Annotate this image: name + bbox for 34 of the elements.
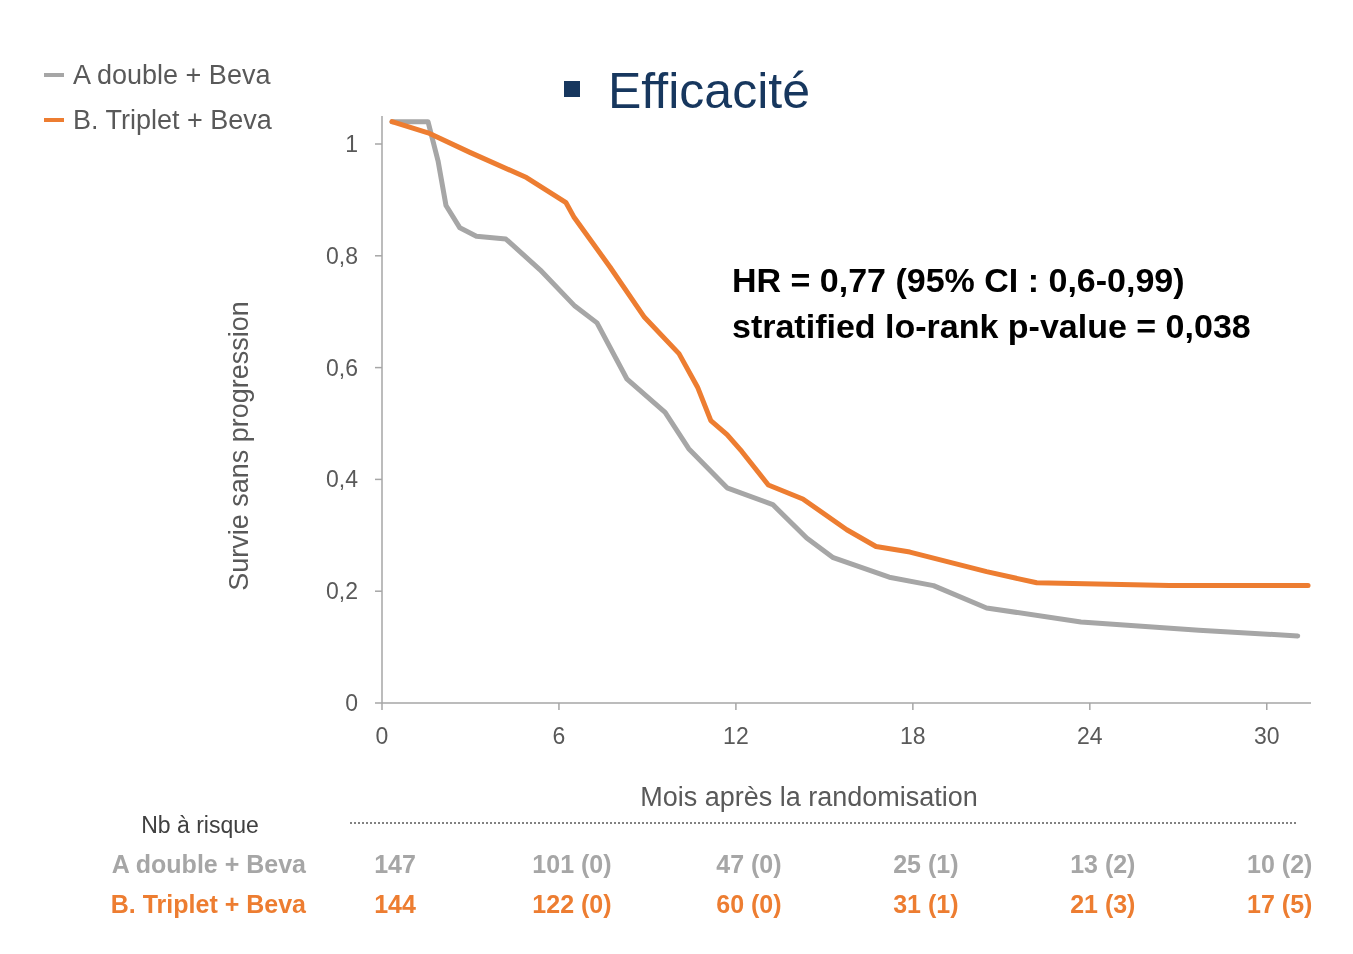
chart-title: Efficacité bbox=[608, 63, 810, 119]
x-tick-label: 24 bbox=[1077, 723, 1103, 749]
y-tick-label: 0,6 bbox=[326, 354, 358, 381]
y-tick-label: 0,8 bbox=[326, 242, 358, 269]
text: 101 (0) bbox=[532, 850, 612, 878]
legend-label: B. Triplet + Beva bbox=[73, 105, 273, 135]
y-tick-label: 0 bbox=[345, 690, 358, 716]
y-axis-title: Survie sans progression bbox=[224, 301, 254, 591]
text: 31 (1) bbox=[893, 890, 959, 918]
text: B. Triplet + Beva bbox=[110, 890, 308, 918]
text: 25 (1) bbox=[893, 850, 959, 878]
text: 122 (0) bbox=[532, 890, 612, 918]
text: 21 (3) bbox=[1070, 890, 1136, 918]
y-tick-label: 0,2 bbox=[326, 578, 358, 605]
text: 10 (2) bbox=[1247, 850, 1313, 878]
text: 147 bbox=[374, 850, 416, 878]
y-tick-label: 0,4 bbox=[326, 466, 359, 493]
x-tick-label: 30 bbox=[1253, 723, 1280, 749]
y-tick-label: 1 bbox=[345, 131, 358, 157]
annotation: stratified lo-rank p-value = 0,038 bbox=[732, 307, 1251, 345]
x-tick-label: 0 bbox=[375, 723, 389, 749]
text: A double + Beva bbox=[111, 850, 308, 878]
legend-label: A double + Beva bbox=[73, 60, 272, 90]
text: 144 bbox=[374, 890, 416, 918]
x-tick-label: 6 bbox=[552, 723, 566, 749]
x-axis-title: Mois après la randomisation bbox=[640, 782, 978, 812]
text: 13 (2) bbox=[1070, 850, 1136, 878]
x-tick-label: 12 bbox=[723, 723, 749, 749]
text: 60 (0) bbox=[716, 890, 782, 918]
text: Nb à risque bbox=[141, 812, 259, 838]
x-tick-label: 18 bbox=[900, 723, 926, 749]
annotation: HR = 0,77 (95% CI : 0,6-0,99) bbox=[732, 261, 1185, 299]
text: 17 (5) bbox=[1247, 890, 1313, 918]
text: 47 (0) bbox=[716, 850, 782, 878]
